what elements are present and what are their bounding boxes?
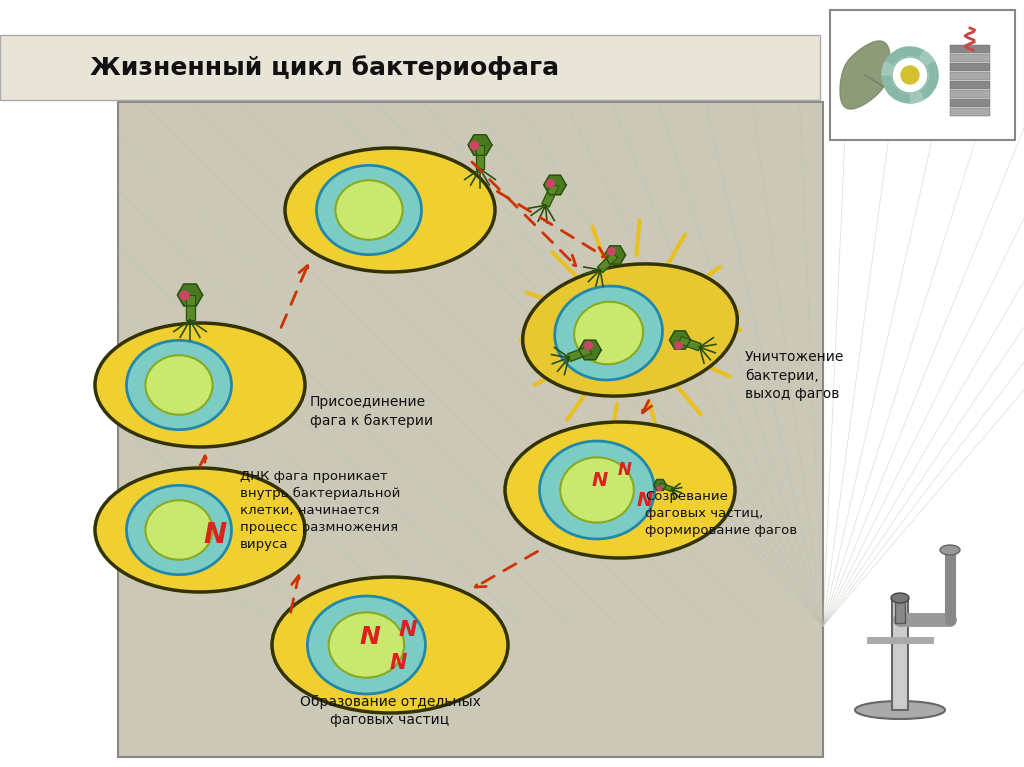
Bar [950, 108, 990, 116]
Polygon shape [886, 75, 910, 99]
Ellipse shape [540, 441, 654, 539]
Polygon shape [544, 176, 566, 195]
Text: N: N [592, 470, 608, 489]
Bar [0, 0, 1024, 35]
Text: N: N [637, 491, 653, 509]
Polygon shape [177, 284, 203, 306]
Ellipse shape [316, 166, 422, 255]
Ellipse shape [307, 596, 425, 694]
Bar [950, 63, 990, 71]
Text: N: N [389, 653, 407, 673]
Ellipse shape [145, 355, 213, 415]
Polygon shape [185, 295, 195, 320]
Ellipse shape [336, 180, 402, 240]
Ellipse shape [145, 500, 213, 560]
Circle shape [892, 57, 928, 93]
Polygon shape [579, 341, 601, 360]
Bar [892, 600, 908, 710]
Polygon shape [679, 337, 701, 351]
Polygon shape [653, 479, 667, 490]
Text: N: N [204, 521, 226, 549]
Bar [950, 90, 990, 98]
Polygon shape [597, 252, 617, 272]
Ellipse shape [560, 457, 634, 522]
Ellipse shape [891, 593, 909, 603]
Text: Образование отдельных
фаговых частиц: Образование отдельных фаговых частиц [300, 695, 480, 727]
Text: N: N [398, 620, 418, 640]
Polygon shape [604, 246, 626, 264]
Polygon shape [840, 41, 890, 109]
Ellipse shape [855, 701, 945, 719]
Polygon shape [476, 145, 484, 169]
Text: Уничтожение
бактерии,
выход фагов: Уничтожение бактерии, выход фагов [745, 350, 845, 401]
Ellipse shape [285, 148, 495, 272]
Bar [950, 54, 990, 62]
Polygon shape [882, 62, 910, 75]
Polygon shape [910, 75, 924, 103]
Bar [950, 45, 990, 53]
Text: ДНК фага проникает
внутрь бактериальной
клетки, начинается
процесс размножения
в: ДНК фага проникает внутрь бактериальной … [240, 470, 400, 551]
Text: Созревание
фаговых частиц,
формирование фагов: Созревание фаговых частиц, формирование … [645, 490, 797, 537]
Bar [118, 102, 823, 757]
Ellipse shape [127, 341, 231, 430]
Ellipse shape [522, 264, 737, 396]
Text: Присоединение
фага к бактерии: Присоединение фага к бактерии [310, 395, 433, 427]
Ellipse shape [272, 577, 508, 713]
Polygon shape [910, 75, 938, 88]
Ellipse shape [95, 468, 305, 592]
Ellipse shape [127, 486, 231, 574]
Polygon shape [910, 51, 934, 75]
Ellipse shape [555, 286, 663, 380]
Ellipse shape [940, 545, 961, 555]
Bar [830, 10, 1015, 140]
Bar [0, 35, 820, 100]
Circle shape [882, 47, 938, 103]
Text: Жизненный цикл бактериофага: Жизненный цикл бактериофага [90, 55, 559, 81]
Ellipse shape [329, 612, 404, 677]
Bar [950, 72, 990, 80]
Polygon shape [542, 183, 559, 207]
Circle shape [901, 66, 919, 84]
Ellipse shape [95, 323, 305, 447]
Ellipse shape [505, 422, 735, 558]
Bar [950, 99, 990, 107]
Polygon shape [659, 483, 673, 492]
Text: N: N [359, 625, 381, 649]
Ellipse shape [574, 301, 643, 364]
Polygon shape [567, 346, 592, 361]
Polygon shape [468, 135, 492, 155]
Polygon shape [896, 47, 910, 75]
Text: N: N [618, 461, 632, 479]
Bar [950, 81, 990, 89]
Polygon shape [670, 331, 690, 349]
Bar [895, 598, 905, 623]
